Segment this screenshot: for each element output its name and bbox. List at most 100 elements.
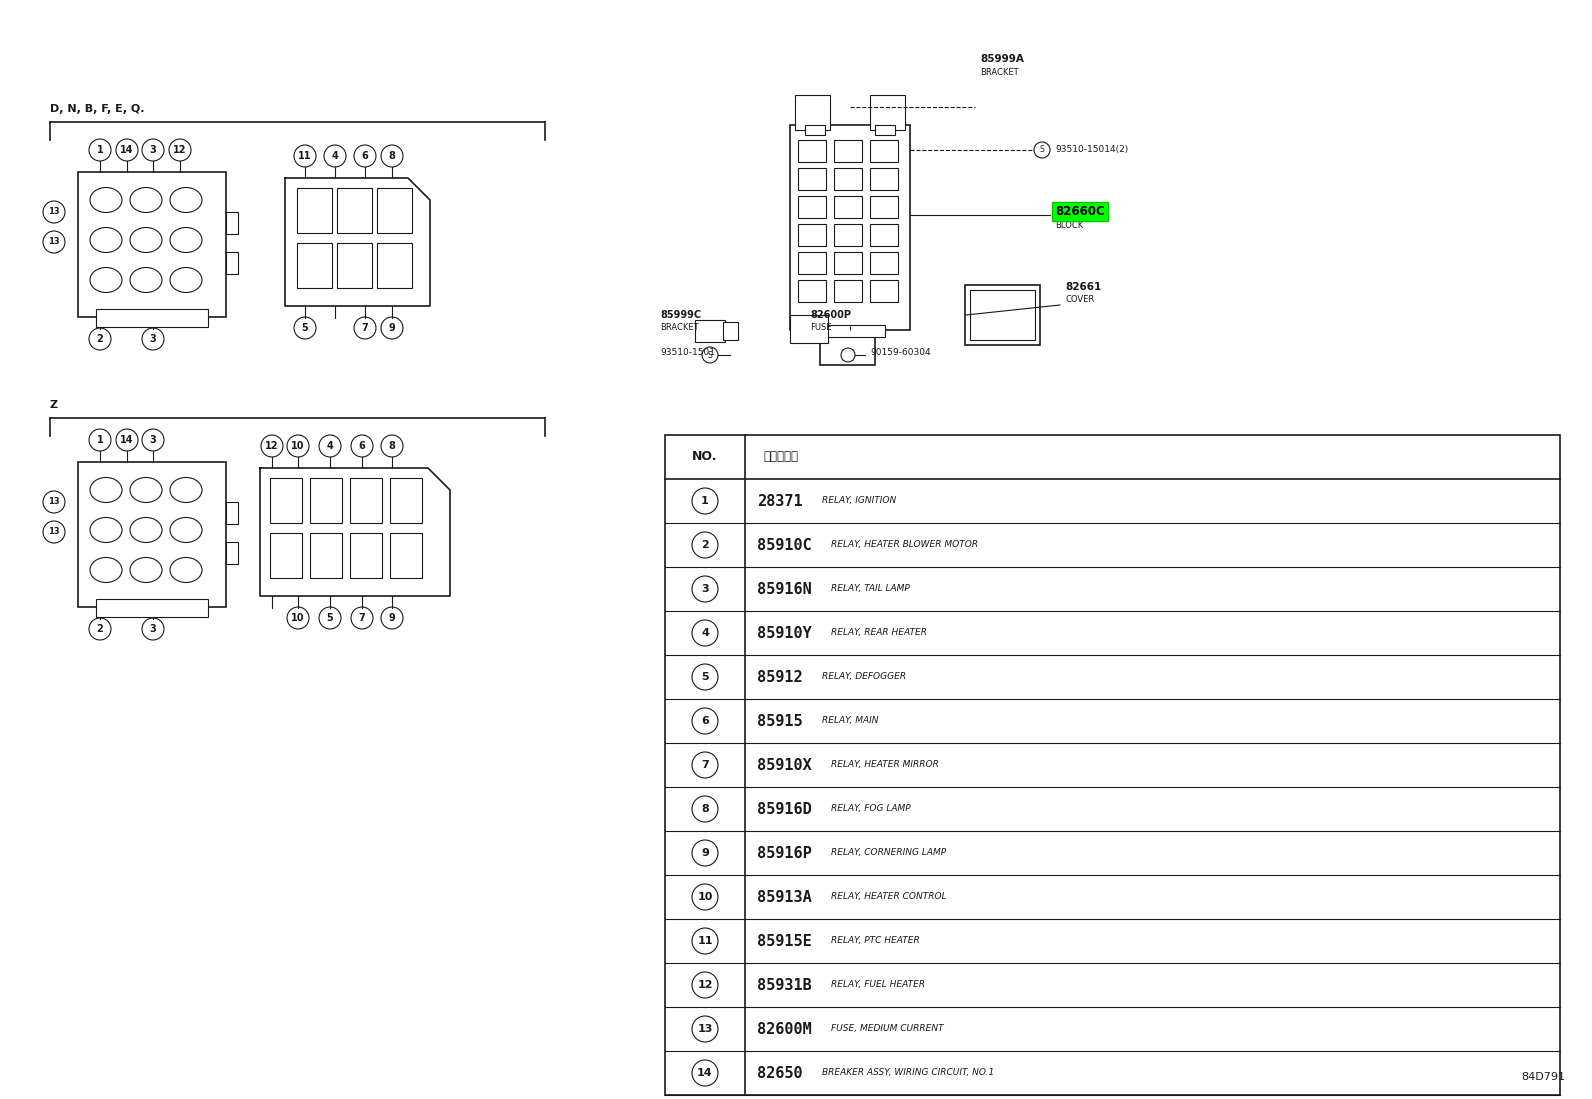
Bar (794, 95, 829, 130)
Bar (338, 243, 373, 288)
Text: 8: 8 (388, 151, 395, 160)
Text: 4: 4 (331, 151, 339, 160)
Text: 10: 10 (697, 892, 713, 902)
Text: 90159-60304: 90159-60304 (869, 348, 931, 357)
Bar (350, 533, 382, 578)
Circle shape (841, 348, 855, 362)
Text: RELAY, DEFOGGER: RELAY, DEFOGGER (821, 673, 906, 681)
Text: 82650: 82650 (758, 1066, 802, 1080)
Text: 85999A: 85999A (981, 54, 1024, 64)
Text: FUSE: FUSE (810, 323, 831, 332)
Text: BREAKER ASSY, WIRING CIRCUIT, NO.1: BREAKER ASSY, WIRING CIRCUIT, NO.1 (821, 1068, 995, 1077)
Text: 13: 13 (48, 528, 60, 536)
Text: 5: 5 (326, 613, 333, 623)
Text: 14: 14 (697, 1068, 713, 1078)
Text: 93510-1501: 93510-1501 (661, 348, 715, 357)
Text: 28371: 28371 (758, 493, 802, 509)
Text: 85915E: 85915E (758, 933, 812, 948)
Text: 85916D: 85916D (758, 801, 812, 817)
Bar (696, 320, 724, 342)
Bar (965, 285, 1040, 345)
Text: 85910C: 85910C (758, 537, 812, 553)
Bar (869, 168, 898, 190)
Text: 85915: 85915 (758, 713, 802, 729)
Bar (350, 478, 382, 523)
Text: 3: 3 (150, 435, 156, 445)
Bar (834, 140, 861, 162)
Text: 品名コード: 品名コード (763, 451, 798, 464)
Bar (377, 243, 412, 288)
Bar (869, 95, 904, 130)
Bar (390, 478, 422, 523)
Text: 2: 2 (700, 540, 708, 550)
Text: 3: 3 (150, 624, 156, 634)
Bar (834, 196, 861, 218)
Bar (226, 252, 237, 274)
Text: D, N, B, F, E, Q.: D, N, B, F, E, Q. (49, 104, 145, 114)
Text: 11: 11 (697, 936, 713, 946)
Text: 82600M: 82600M (758, 1021, 812, 1036)
Text: 2: 2 (97, 624, 103, 634)
Text: BRACKET: BRACKET (661, 323, 699, 332)
Text: 7: 7 (358, 613, 366, 623)
Text: 82661: 82661 (1065, 282, 1102, 292)
Text: S: S (1040, 145, 1044, 155)
Bar (806, 125, 825, 135)
Text: 82600P: 82600P (810, 310, 852, 320)
Text: 11: 11 (298, 151, 312, 160)
Text: RELAY, PTC HEATER: RELAY, PTC HEATER (831, 936, 920, 945)
Text: RELAY, IGNITION: RELAY, IGNITION (821, 497, 896, 506)
Text: 13: 13 (48, 208, 60, 217)
Text: 13: 13 (48, 237, 60, 246)
Bar (798, 168, 826, 190)
Text: 7: 7 (700, 761, 708, 770)
Bar (869, 140, 898, 162)
Bar (834, 252, 861, 274)
Text: 4: 4 (326, 441, 333, 451)
Text: 1: 1 (97, 435, 103, 445)
Text: 12: 12 (174, 145, 186, 155)
Text: BRACKET: BRACKET (981, 68, 1019, 77)
Bar (226, 502, 237, 524)
Bar (790, 125, 911, 330)
Text: 10: 10 (291, 441, 304, 451)
Bar (820, 330, 876, 365)
Text: 9: 9 (388, 613, 395, 623)
Bar (298, 243, 333, 288)
Text: 14: 14 (121, 145, 134, 155)
Text: 85916N: 85916N (758, 581, 812, 597)
Bar (78, 173, 226, 317)
Bar (310, 478, 342, 523)
Bar (298, 188, 333, 233)
Text: RELAY, REAR HEATER: RELAY, REAR HEATER (831, 629, 927, 637)
Bar (310, 533, 342, 578)
Bar (869, 196, 898, 218)
Text: 5: 5 (301, 323, 309, 333)
Text: NO.: NO. (693, 451, 718, 464)
Bar (834, 168, 861, 190)
Text: 1: 1 (97, 145, 103, 155)
Text: 9: 9 (388, 323, 395, 333)
Text: 5: 5 (700, 671, 708, 682)
Bar (390, 533, 422, 578)
Text: RELAY, FUEL HEATER: RELAY, FUEL HEATER (831, 980, 925, 989)
Bar (96, 599, 209, 617)
Text: 3: 3 (700, 584, 708, 593)
Bar (790, 315, 828, 343)
Bar (798, 280, 826, 302)
Text: 13: 13 (48, 498, 60, 507)
Bar (798, 196, 826, 218)
Bar (798, 140, 826, 162)
Text: 6: 6 (700, 717, 708, 726)
Text: RELAY, HEATER MIRROR: RELAY, HEATER MIRROR (831, 761, 939, 769)
Text: 85999C: 85999C (661, 310, 700, 320)
Text: 10: 10 (291, 613, 304, 623)
Bar (970, 290, 1035, 340)
Text: 2: 2 (97, 334, 103, 344)
Bar (271, 478, 302, 523)
Text: 3: 3 (150, 145, 156, 155)
Text: 3: 3 (150, 334, 156, 344)
Bar (876, 125, 895, 135)
Text: 9: 9 (700, 848, 708, 858)
Text: 8: 8 (388, 441, 395, 451)
